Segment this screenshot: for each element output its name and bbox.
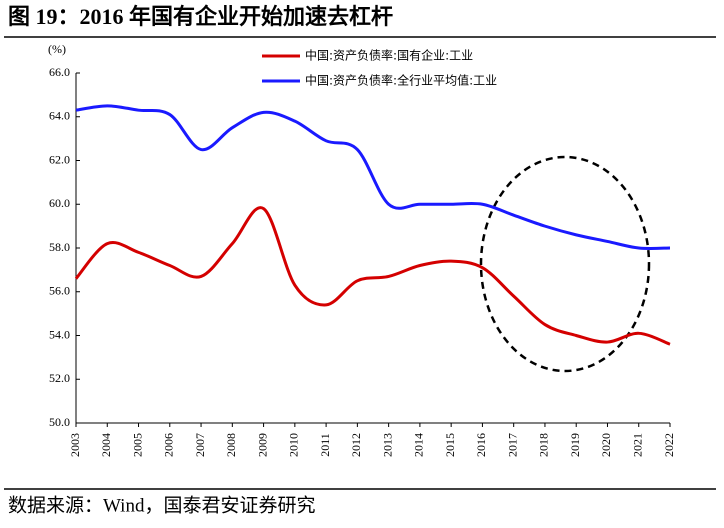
- chart-title: 图 19：2016 年国有企业开始加速去杠杆: [8, 4, 393, 29]
- legend-label: 中国:资产负债率:国有企业:工业: [305, 48, 473, 63]
- x-tick-label: 2010: [287, 433, 301, 457]
- y-tick-label: 58.0: [49, 240, 70, 254]
- y-tick-label: 60.0: [49, 196, 70, 210]
- y-tick-label: 66.0: [49, 65, 70, 79]
- highlight-ellipse: [479, 155, 651, 373]
- y-tick-label: 50.0: [49, 415, 70, 429]
- x-tick-label: 2008: [224, 433, 238, 457]
- x-tick-label: 2007: [193, 433, 207, 457]
- x-tick-label: 2022: [662, 433, 676, 457]
- x-tick-label: 2016: [474, 433, 488, 457]
- series-line: [75, 104, 671, 250]
- series-line: [74, 206, 671, 346]
- x-tick-label: 2015: [443, 433, 457, 457]
- x-tick-label: 2005: [130, 433, 144, 457]
- x-tick-label: 2018: [537, 433, 551, 457]
- x-tick-label: 2009: [255, 433, 269, 457]
- x-tick-label: 2004: [99, 433, 113, 457]
- x-tick-label: 2020: [599, 433, 613, 457]
- legend-label: 中国:资产负债率:全行业平均值:工业: [305, 73, 497, 88]
- x-tick-label: 2011: [318, 433, 332, 457]
- source: 数据来源：Wind，国泰君安证券研究: [8, 494, 315, 516]
- x-tick-label: 2003: [68, 433, 82, 457]
- x-tick-label: 2019: [568, 433, 582, 457]
- x-tick-label: 2021: [630, 433, 644, 457]
- x-tick-label: 2012: [349, 433, 363, 457]
- x-tick-label: 2013: [380, 433, 394, 457]
- y-tick-label: 62.0: [49, 152, 70, 166]
- y-tick-label: 64.0: [49, 109, 70, 123]
- x-tick-label: 2014: [412, 433, 426, 457]
- y-axis-label: (%): [48, 42, 66, 56]
- x-tick-label: 2006: [162, 433, 176, 457]
- y-tick-label: 52.0: [49, 371, 70, 385]
- x-tick-label: 2017: [505, 433, 519, 457]
- y-tick-label: 56.0: [49, 284, 70, 298]
- y-tick-label: 54.0: [49, 327, 70, 341]
